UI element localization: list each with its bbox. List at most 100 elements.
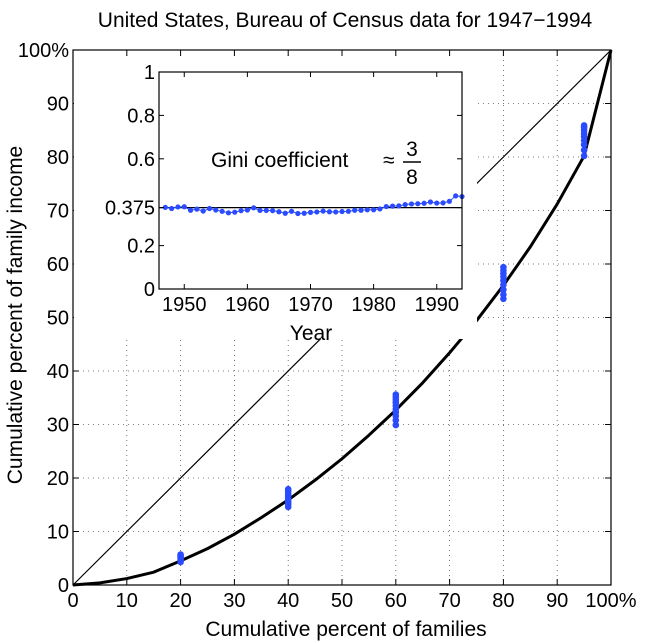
quintile-data-point [500,263,507,271]
gini-data-point [339,208,345,215]
quintile-data-point [580,122,588,129]
x-tick-label: 0 [67,590,78,612]
y-tick-label: 20 [47,468,69,490]
gini-fraction-denominator: 8 [406,166,418,189]
quintile-data-point [284,485,292,493]
inset-y-tick-label: 0.6 [127,149,155,171]
chart-title: United States, Bureau of Census data for… [98,9,593,32]
gini-data-point [257,207,263,214]
gini-data-point [251,205,257,211]
gini-fraction-numerator: 3 [406,138,418,161]
x-axis-title: Cumulative percent of families [205,618,486,641]
quintile-data-point [580,152,588,160]
gini-data-point [276,209,282,215]
lorenz-curve-line [72,49,613,587]
gini-data-point [263,207,269,214]
gini-inset-chart: 1950 1960 1970 1980 1990 0 0.2 0.375 0.6 0.8 1 Yea… [74,60,477,345]
y-tick-label: 90 [47,94,69,116]
quintile-data-point [500,291,507,298]
inset-y-tick-label: 0.2 [127,236,155,258]
gini-data-point [270,208,276,214]
x-tick-label: 50 [331,590,353,612]
gini-data-point [288,208,295,214]
gini-data-point [282,210,288,216]
gini-data-point [206,205,213,212]
approx-symbol: ≈ [383,149,395,172]
gini-data-point [307,209,314,215]
x-tick-label: 70 [438,590,460,612]
x-tick-label: 20 [169,590,191,612]
gini-data-point [181,204,187,210]
gini-data-point [389,203,396,209]
gini-data-point [408,201,415,207]
y-tick-label: 80 [47,147,69,169]
gini-data-point [162,204,168,211]
gini-data-point [415,201,421,207]
main-tick-labels: 0 10 20 30 40 50 60 70 80 90 100%01020304050607080… [18,40,637,612]
x-tick-label: 80 [492,590,514,612]
y-tick-label: 100% [18,40,69,62]
gini-data-point [364,207,370,213]
inset-y-tick-label: 0.375 [105,198,155,220]
gini-annotation-label: Gini coefficient [211,149,349,172]
gini-data-point [213,207,219,213]
x-tick-label: 40 [277,590,299,612]
gini-data-point [427,199,434,205]
inset-x-tick-label: 1950 [162,294,207,316]
gini-data-point [402,201,408,208]
gini-data-point [238,208,244,214]
inset-x-tick-label: 1980 [351,294,396,316]
gini-data-point [314,209,320,215]
inset-y-tick-label: 0.8 [127,105,155,127]
gini-data-point [187,207,194,213]
gini-data-point [453,193,459,199]
quintile-data-point [392,421,400,429]
gini-data-point [371,207,377,213]
gini-data-point [440,200,446,206]
gini-data-point [301,210,307,216]
y-tick-label: 10 [47,522,69,544]
gini-data-point [446,198,452,204]
y-tick-label: 60 [47,254,69,276]
gini-data-point [434,200,440,206]
inset-x-tick-label: 1990 [415,294,460,316]
gini-data-point [345,208,351,214]
y-tick-label: 30 [47,415,69,437]
inset-y-tick-label: 1 [144,62,155,84]
gini-data-point [383,203,389,210]
gini-data-point [421,200,427,206]
gini-data-point [175,204,181,210]
gini-data-point [219,208,225,214]
y-tick-label: 70 [47,201,69,223]
inset-background [74,60,477,339]
gini-data-point [225,210,232,216]
gini-data-point [396,203,402,209]
inset-x-axis-title: Year [290,322,332,345]
inset-y-tick-label: 0 [144,279,155,301]
y-axis-title: Cumulative percent of family income [4,146,27,484]
inset-x-tick-label: 1970 [288,294,333,316]
inset-x-tick-label: 1960 [225,294,270,316]
gini-data-point [352,207,358,213]
quintile-data-point [500,286,507,293]
gini-data-point [358,207,364,213]
gini-data-point [169,205,175,212]
gini-data-point [295,210,301,217]
gini-data-point [320,208,326,214]
x-tick-label: 10 [116,590,138,612]
y-tick-label: 40 [47,361,69,383]
y-tick-label: 0 [58,575,69,597]
x-tick-label: 90 [546,590,568,612]
gini-data-point [333,209,339,215]
gini-data-point [200,208,206,214]
quintile-data-point [177,551,184,558]
inset-ticks [159,71,462,290]
gini-data-point [244,207,250,213]
x-tick-label: 30 [223,590,245,612]
gini-data-point [377,206,383,212]
quintile-data-point [392,391,400,398]
inset-series [159,193,465,217]
x-tick-label: 60 [385,590,407,612]
gini-annotation: Gini coefficient ≈ 3 8 [211,138,421,189]
